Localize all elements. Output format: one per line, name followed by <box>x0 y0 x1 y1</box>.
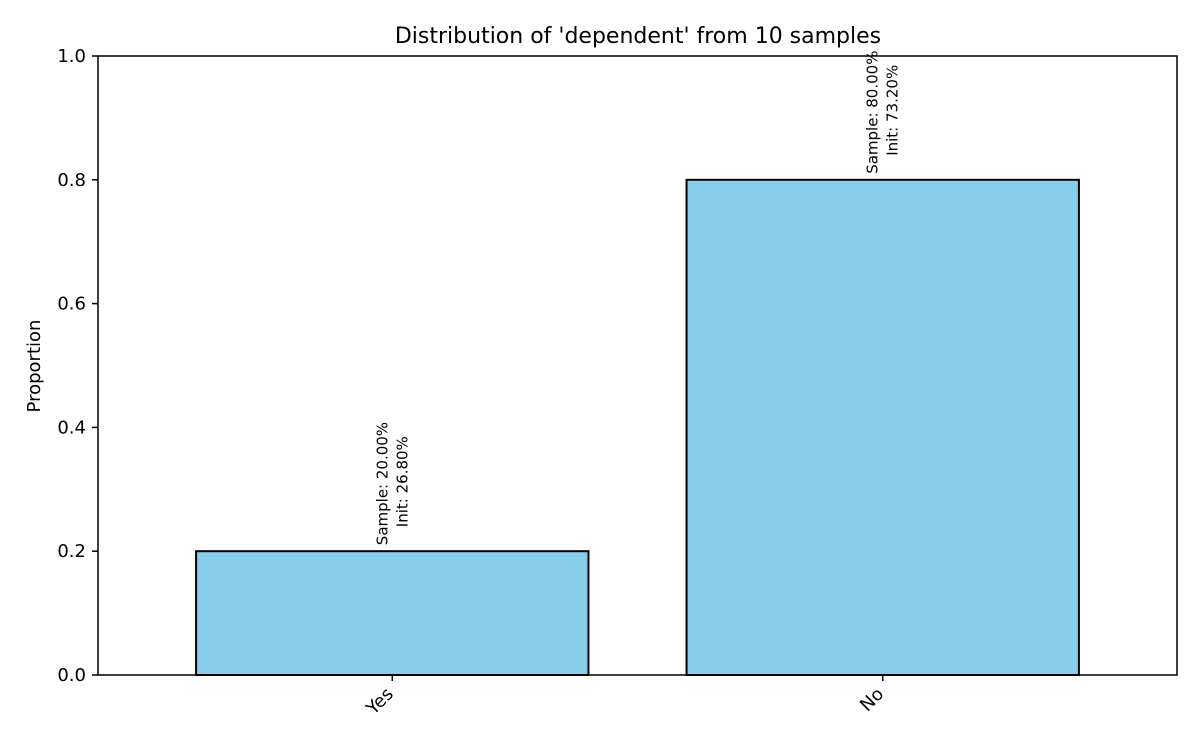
y-tick-label: 1.0 <box>57 46 86 67</box>
y-axis-label: Proportion <box>24 320 45 413</box>
y-tick-label: 0.2 <box>57 541 86 562</box>
bar-no <box>685 178 1080 677</box>
bar-annotation-sample: Sample: 20.00% <box>373 422 391 545</box>
chart-title: Distribution of 'dependent' from 10 samp… <box>395 24 881 49</box>
y-tick-label: 0.4 <box>57 417 86 438</box>
y-tick-label: 0.6 <box>57 294 86 315</box>
bar-annotation-init: Init: 26.80% <box>393 436 411 527</box>
y-tick-label: 0.8 <box>57 170 86 191</box>
bar-annotation-sample: Sample: 80.00% <box>864 51 882 174</box>
axes-frame <box>97 55 1178 676</box>
y-tick-label: 0.0 <box>57 665 86 686</box>
bar-annotation-init: Init: 73.20% <box>884 65 902 156</box>
bar-yes <box>195 550 590 677</box>
x-tick-label-no: No <box>856 684 888 716</box>
x-tick-label-yes: Yes <box>362 684 398 720</box>
